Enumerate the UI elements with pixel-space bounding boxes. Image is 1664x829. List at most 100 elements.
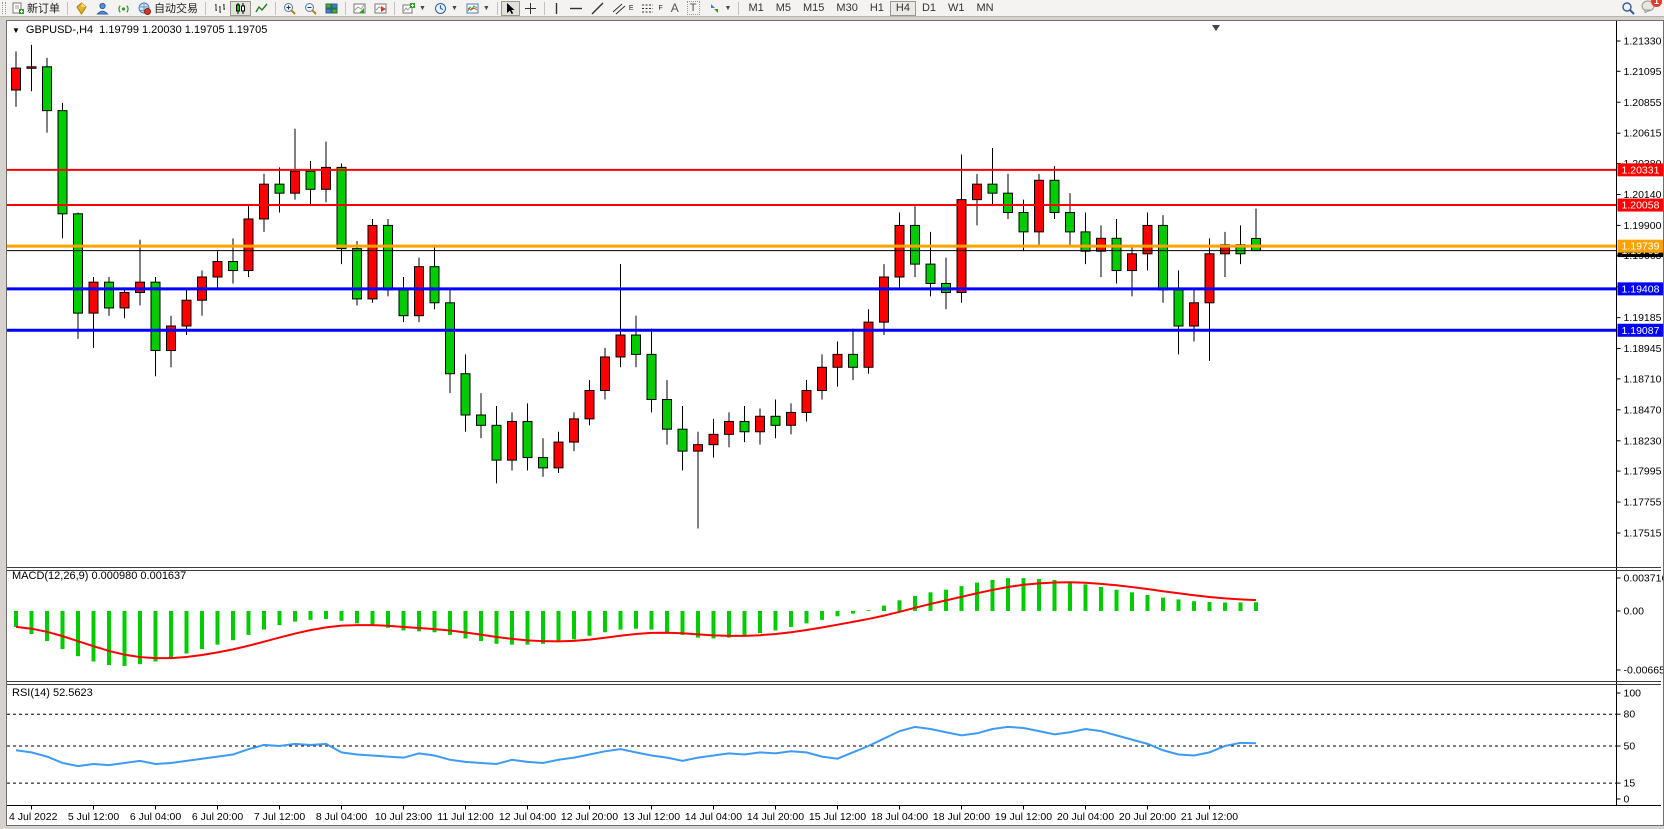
price-axis[interactable]: 1.213301.210951.208551.206151.203801.201… bbox=[1616, 21, 1664, 805]
chart-ohlc-quotes: 1.19799 1.20030 1.19705 1.19705 bbox=[99, 24, 268, 36]
zoom-in-button[interactable] bbox=[279, 1, 300, 16]
macd-indicator-label: MACD(12,26,9) 0.000980 0.001637 bbox=[12, 570, 187, 582]
zoom-out-icon bbox=[305, 2, 317, 15]
market-icon bbox=[76, 1, 87, 15]
svg-text:1.19408: 1.19408 bbox=[1622, 283, 1660, 295]
vertical-line-tool[interactable] bbox=[548, 1, 565, 16]
community-icon bbox=[96, 2, 109, 14]
svg-text:14 Jul 04:00: 14 Jul 04:00 bbox=[685, 811, 742, 823]
cursor-icon bbox=[506, 2, 515, 14]
fibonacci-icon bbox=[642, 4, 654, 12]
channel-icon bbox=[612, 3, 626, 14]
fibonacci-tool[interactable]: F bbox=[637, 1, 666, 16]
templates-button[interactable]: ▼ bbox=[462, 1, 494, 16]
arrows-tool[interactable]: ▼ bbox=[704, 1, 736, 16]
chart-canvas[interactable]: 1.213301.210951.208551.206151.203801.201… bbox=[7, 21, 1663, 825]
tile-windows-icon bbox=[325, 3, 338, 13]
svg-text:1.21330: 1.21330 bbox=[1624, 36, 1662, 48]
main-toolbar: 新订单 自动交易 ▼ ▼ bbox=[0, 0, 1664, 17]
macd-pane[interactable] bbox=[14, 578, 1258, 666]
svg-text:1.18945: 1.18945 bbox=[1624, 343, 1662, 355]
timeframe-w1-button[interactable]: W1 bbox=[948, 2, 965, 14]
timeframe-m5-button[interactable]: M5 bbox=[775, 2, 792, 14]
timeframe-m1-button[interactable]: M1 bbox=[748, 2, 764, 14]
price-badge-1.19739 bbox=[1617, 239, 1663, 253]
toolbar-grip[interactable] bbox=[2, 2, 6, 14]
macd-axis[interactable]: 0.003716 0.00 -0.006657 bbox=[1616, 573, 1664, 677]
crosshair-tool-button[interactable] bbox=[520, 1, 541, 16]
market-button[interactable] bbox=[71, 1, 92, 16]
auto-trading-button[interactable]: 自动交易 bbox=[134, 1, 202, 16]
chart-symbol-period: GBPUSD-,H4 bbox=[25, 24, 94, 36]
svg-text:1.19087: 1.19087 bbox=[1622, 325, 1660, 337]
svg-text:1.20855: 1.20855 bbox=[1624, 97, 1662, 109]
bar-chart-icon bbox=[215, 3, 225, 13]
channel-letter: E bbox=[628, 4, 634, 12]
svg-text:1.20615: 1.20615 bbox=[1624, 128, 1662, 140]
cursor-tool-button[interactable] bbox=[500, 0, 520, 16]
chart-shift-marker[interactable] bbox=[1212, 25, 1220, 31]
rsi-pane[interactable] bbox=[7, 713, 1617, 784]
svg-text:0: 0 bbox=[1624, 794, 1630, 806]
timeframe-m30-button[interactable]: M30 bbox=[836, 2, 858, 14]
arrows-icon bbox=[710, 3, 718, 13]
horizontal-line-tool[interactable] bbox=[565, 1, 587, 16]
channel-tool[interactable]: E bbox=[608, 1, 638, 16]
svg-text:80: 80 bbox=[1624, 709, 1636, 721]
svg-text:1.20058: 1.20058 bbox=[1622, 200, 1660, 212]
svg-text:6 Jul 04:00: 6 Jul 04:00 bbox=[130, 811, 182, 823]
svg-text:19 Jul 12:00: 19 Jul 12:00 bbox=[995, 811, 1052, 823]
label-tool[interactable]: T bbox=[683, 1, 704, 16]
tile-windows-button[interactable] bbox=[321, 1, 342, 16]
label-icon: T bbox=[686, 1, 700, 15]
time-axis[interactable]: 4 Jul 2022 5 Jul 12:00 6 Jul 04:00 6 Jul 20… bbox=[9, 805, 1238, 824]
text-tool[interactable]: A bbox=[667, 1, 683, 16]
new-order-button[interactable]: 新订单 bbox=[8, 1, 64, 16]
autotrade-icon bbox=[138, 2, 151, 15]
timeframe-h1-button[interactable]: H1 bbox=[869, 2, 884, 14]
search-icon[interactable] bbox=[1621, 1, 1635, 15]
timeframe-h4-button[interactable]: H4 bbox=[889, 0, 916, 16]
svg-text:1.19185: 1.19185 bbox=[1624, 312, 1662, 324]
bar-chart-button[interactable] bbox=[209, 1, 230, 16]
svg-text:6 Jul 20:00: 6 Jul 20:00 bbox=[192, 811, 244, 823]
svg-text:12 Jul 04:00: 12 Jul 04:00 bbox=[499, 811, 556, 823]
auto-trading-label: 自动交易 bbox=[154, 3, 198, 15]
line-chart-icon bbox=[255, 3, 268, 12]
svg-text:1.18470: 1.18470 bbox=[1624, 404, 1662, 416]
new-order-icon bbox=[12, 2, 24, 14]
svg-text:1.20331: 1.20331 bbox=[1622, 164, 1660, 176]
community-button[interactable] bbox=[92, 1, 113, 16]
indicators-button[interactable]: ▼ bbox=[398, 1, 430, 16]
candle-chart-button[interactable] bbox=[230, 0, 251, 16]
timeframe-mn-button[interactable]: MN bbox=[976, 2, 994, 14]
rsi-axis[interactable]: 100 80 50 15 0 bbox=[1616, 688, 1642, 806]
signal-icon bbox=[118, 4, 129, 13]
timeframe-m15-button[interactable]: M15 bbox=[803, 2, 825, 14]
auto-scroll-button[interactable] bbox=[349, 1, 370, 16]
chart-title: ▼ GBPUSD-,H4 1.19799 1.20030 1.19705 1.1… bbox=[12, 24, 267, 36]
price-badge-1.19408 bbox=[1617, 282, 1663, 296]
rsi-line bbox=[15, 725, 1257, 768]
chevron-down-icon: ▼ bbox=[450, 4, 458, 12]
svg-text:1.19900: 1.19900 bbox=[1624, 220, 1662, 232]
timeframe-d1-button[interactable]: D1 bbox=[921, 2, 937, 14]
price-pane[interactable] bbox=[7, 25, 1617, 529]
signal-button[interactable] bbox=[113, 1, 134, 16]
svg-text:1.21095: 1.21095 bbox=[1624, 66, 1662, 78]
svg-text:8 Jul 04:00: 8 Jul 04:00 bbox=[316, 811, 368, 823]
svg-text:15: 15 bbox=[1624, 778, 1636, 790]
notifications-button[interactable]: 1 bbox=[1641, 0, 1662, 16]
chart-window: 1.213301.210951.208551.206151.203801.201… bbox=[6, 20, 1664, 826]
symbol-dropdown-icon[interactable]: ▼ bbox=[12, 25, 20, 35]
periods-icon bbox=[434, 2, 446, 14]
svg-text:20 Jul 04:00: 20 Jul 04:00 bbox=[1057, 811, 1114, 823]
zoom-out-button[interactable] bbox=[300, 1, 321, 16]
chart-shift-button[interactable] bbox=[370, 1, 391, 16]
periods-button[interactable]: ▼ bbox=[430, 1, 462, 16]
chevron-down-icon: ▼ bbox=[482, 4, 490, 12]
line-chart-button[interactable] bbox=[251, 1, 272, 16]
trendline-tool[interactable] bbox=[587, 1, 608, 16]
templates-icon bbox=[466, 3, 479, 13]
price-badge-1.19087 bbox=[1617, 323, 1663, 337]
